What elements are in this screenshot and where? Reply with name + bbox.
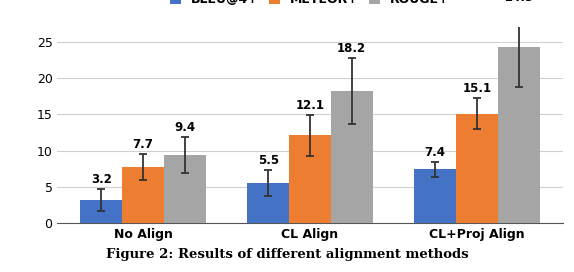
Text: 15.1: 15.1 [463, 82, 491, 95]
Text: 12.1: 12.1 [296, 99, 324, 112]
Text: 24.3: 24.3 [504, 0, 533, 4]
Text: Figure 2: Results of different alignment methods: Figure 2: Results of different alignment… [106, 248, 468, 261]
Text: 7.7: 7.7 [133, 138, 153, 151]
Text: 3.2: 3.2 [91, 173, 112, 186]
Bar [289, 135, 331, 223]
Bar [247, 183, 289, 223]
Bar [122, 167, 164, 223]
Text: 9.4: 9.4 [174, 121, 195, 134]
Bar [80, 200, 122, 223]
Text: 18.2: 18.2 [337, 42, 366, 55]
Bar [331, 91, 373, 223]
Text: 5.5: 5.5 [258, 154, 279, 167]
Legend: BLEU@4↑, METEOR↑, ROUGE↑: BLEU@4↑, METEOR↑, ROUGE↑ [168, 0, 452, 8]
Bar [498, 47, 540, 223]
Bar [456, 113, 498, 223]
Bar [414, 169, 456, 223]
Bar [164, 155, 205, 223]
Text: 7.4: 7.4 [425, 146, 445, 159]
